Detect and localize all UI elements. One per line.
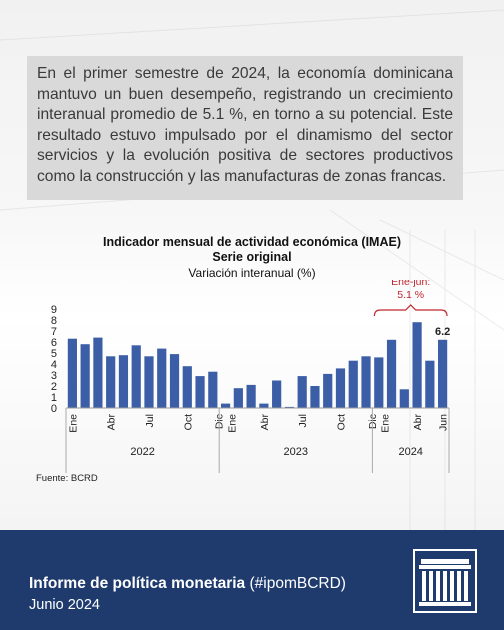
x-tick-label: Jul <box>144 414 156 427</box>
bcrd-logo-icon <box>413 549 477 613</box>
footer-date: Junio 2024 <box>29 597 100 613</box>
bar <box>182 366 192 408</box>
summary-box: En el primer semestre de 2024, la econom… <box>27 56 463 200</box>
y-tick-label: 4 <box>51 359 57 371</box>
x-tick-label: Jul <box>297 414 309 427</box>
source-note: Fuente: BCRD <box>36 473 98 484</box>
bar <box>297 376 307 408</box>
bar <box>106 356 116 408</box>
bar <box>169 354 180 408</box>
y-tick-label: 3 <box>51 370 57 382</box>
year-label: 2022 <box>130 446 154 458</box>
x-tick-label: Jun <box>438 414 450 431</box>
year-label: 2024 <box>398 446 422 458</box>
footer-banner <box>0 530 504 630</box>
year-label: 2023 <box>284 446 308 458</box>
chart-title: Indicador mensual de actividad económica… <box>103 235 401 249</box>
bar <box>208 371 218 408</box>
bar <box>399 389 409 408</box>
y-tick-label: 7 <box>51 326 57 338</box>
x-tick-label: Abr <box>259 414 271 431</box>
bar <box>118 355 129 408</box>
bar <box>131 345 141 408</box>
x-tick-label: Oct <box>335 414 347 430</box>
bar <box>272 380 282 408</box>
y-tick-label: 9 <box>51 304 57 316</box>
annotation-label: Ene-jun: <box>391 280 430 288</box>
y-tick-label: 2 <box>51 381 57 393</box>
chart-subtitle: Serie original <box>212 250 292 264</box>
bar <box>195 376 205 408</box>
footer-title: Informe de política monetaria (#ipomBCRD… <box>29 575 346 593</box>
y-tick-label: 8 <box>51 315 57 327</box>
bar-data-label: 6.2 <box>435 326 450 338</box>
bar <box>144 356 154 408</box>
y-tick-label: 6 <box>51 337 57 349</box>
bar <box>259 403 269 408</box>
bar <box>80 344 90 408</box>
y-tick-label: 1 <box>51 392 57 404</box>
bar <box>310 386 320 408</box>
bar <box>284 406 295 408</box>
y-tick-label: 5 <box>51 348 57 360</box>
bar <box>386 339 397 408</box>
x-tick-label: Ene <box>226 414 238 433</box>
bar <box>425 360 435 408</box>
imae-bar-chart: 01234567896.2EneAbrJulOctDicEneAbrJulOct… <box>51 280 450 473</box>
y-tick-label: 0 <box>51 403 57 415</box>
annotation-bracket <box>373 304 448 317</box>
x-tick-label: Ene <box>67 414 79 433</box>
bar <box>93 337 103 408</box>
bar <box>412 322 422 408</box>
footer-title-hashtag: (#ipomBCRD) <box>245 575 346 592</box>
bar <box>67 338 77 408</box>
footer-title-bold: Informe de política monetaria <box>29 575 246 592</box>
chart-y-label: Variación interanual (%) <box>188 266 316 280</box>
bar <box>233 388 243 408</box>
x-tick-label: Ene <box>380 414 392 433</box>
bar <box>438 339 448 408</box>
bar <box>220 403 231 408</box>
x-tick-label: Oct <box>182 414 194 430</box>
bar <box>348 360 358 408</box>
x-tick-label: Abr <box>412 414 424 431</box>
bar <box>361 356 371 408</box>
annotation-value: 5.1 % <box>397 289 424 301</box>
summary-paragraph: En el primer semestre de 2024, la econom… <box>37 65 453 185</box>
bar <box>335 368 346 408</box>
x-tick-label: Abr <box>106 414 118 431</box>
bar <box>246 384 256 408</box>
bar <box>323 373 333 408</box>
bar <box>374 357 384 408</box>
bar <box>157 348 167 408</box>
